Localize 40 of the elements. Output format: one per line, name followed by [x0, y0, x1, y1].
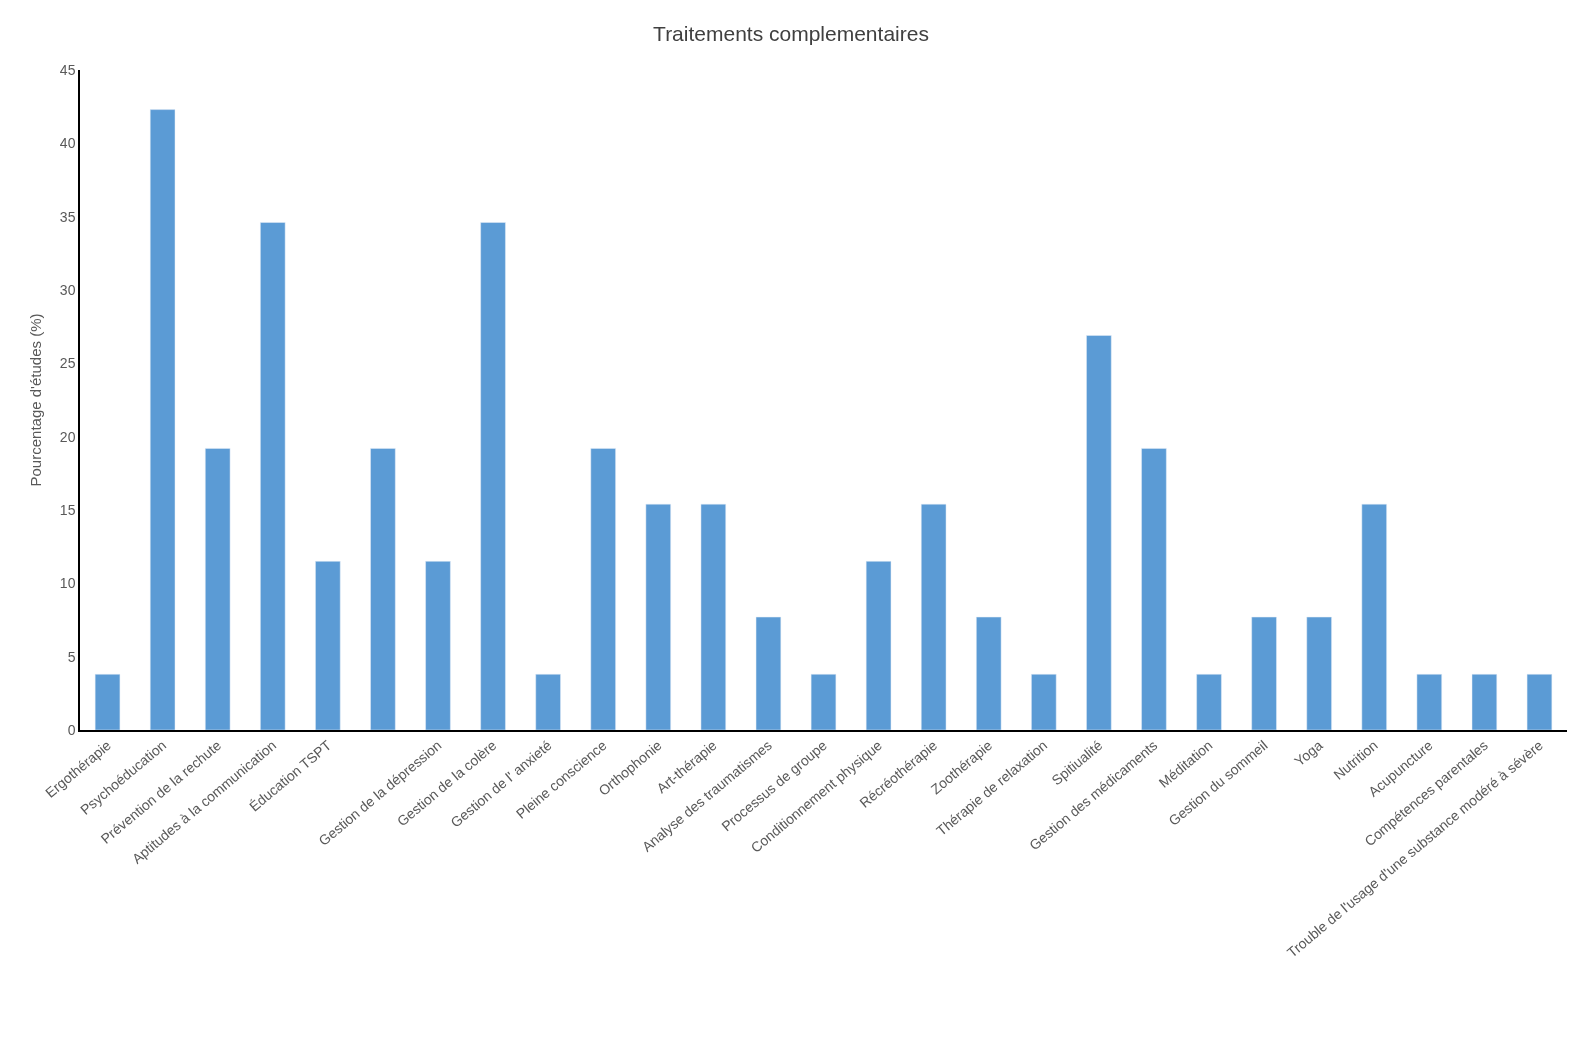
bar [1361, 503, 1387, 730]
bar [425, 561, 451, 730]
bar [260, 222, 286, 730]
y-tick-label: 10 [59, 575, 76, 592]
bar [1031, 674, 1057, 730]
y-tick-label: 40 [59, 135, 76, 152]
bar [480, 222, 506, 730]
bar [1086, 335, 1112, 730]
bar [590, 448, 616, 730]
bar [755, 616, 782, 730]
bar [1251, 616, 1277, 730]
bar [700, 503, 726, 730]
bar [1196, 674, 1222, 730]
bar [976, 616, 1002, 730]
chart-title: Traitements complementaires [653, 22, 929, 46]
bar [205, 448, 231, 730]
bar [1526, 674, 1553, 730]
bar [1471, 674, 1498, 730]
bar [1306, 616, 1332, 730]
bar [1416, 674, 1442, 730]
y-tick-label: 15 [59, 501, 76, 518]
y-axis-title: Pourcentage d'études (%) [26, 313, 44, 487]
bar [921, 503, 947, 730]
y-tick-label: 20 [59, 428, 76, 445]
y-tick-label: 25 [59, 355, 76, 372]
y-tick-label: 45 [59, 61, 76, 78]
y-tick-label: 5 [67, 648, 76, 665]
y-tick-label: 35 [59, 208, 76, 225]
bar [810, 674, 837, 730]
x-tick-label: Yoga [1291, 736, 1326, 770]
bar [94, 674, 121, 730]
y-tick-label: 0 [67, 721, 76, 738]
y-tick-label: 30 [59, 281, 76, 298]
bar [535, 674, 561, 730]
bar [1141, 448, 1167, 730]
bar [865, 561, 892, 730]
bar [315, 561, 341, 730]
bar [149, 109, 176, 730]
bar [645, 503, 671, 730]
bar [370, 448, 396, 730]
